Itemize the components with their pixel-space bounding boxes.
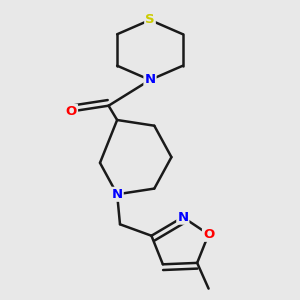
- Text: N: N: [144, 74, 156, 86]
- Text: N: N: [112, 188, 123, 201]
- Text: O: O: [66, 105, 77, 118]
- Text: O: O: [203, 228, 214, 241]
- Text: S: S: [145, 14, 155, 26]
- Text: N: N: [177, 211, 188, 224]
